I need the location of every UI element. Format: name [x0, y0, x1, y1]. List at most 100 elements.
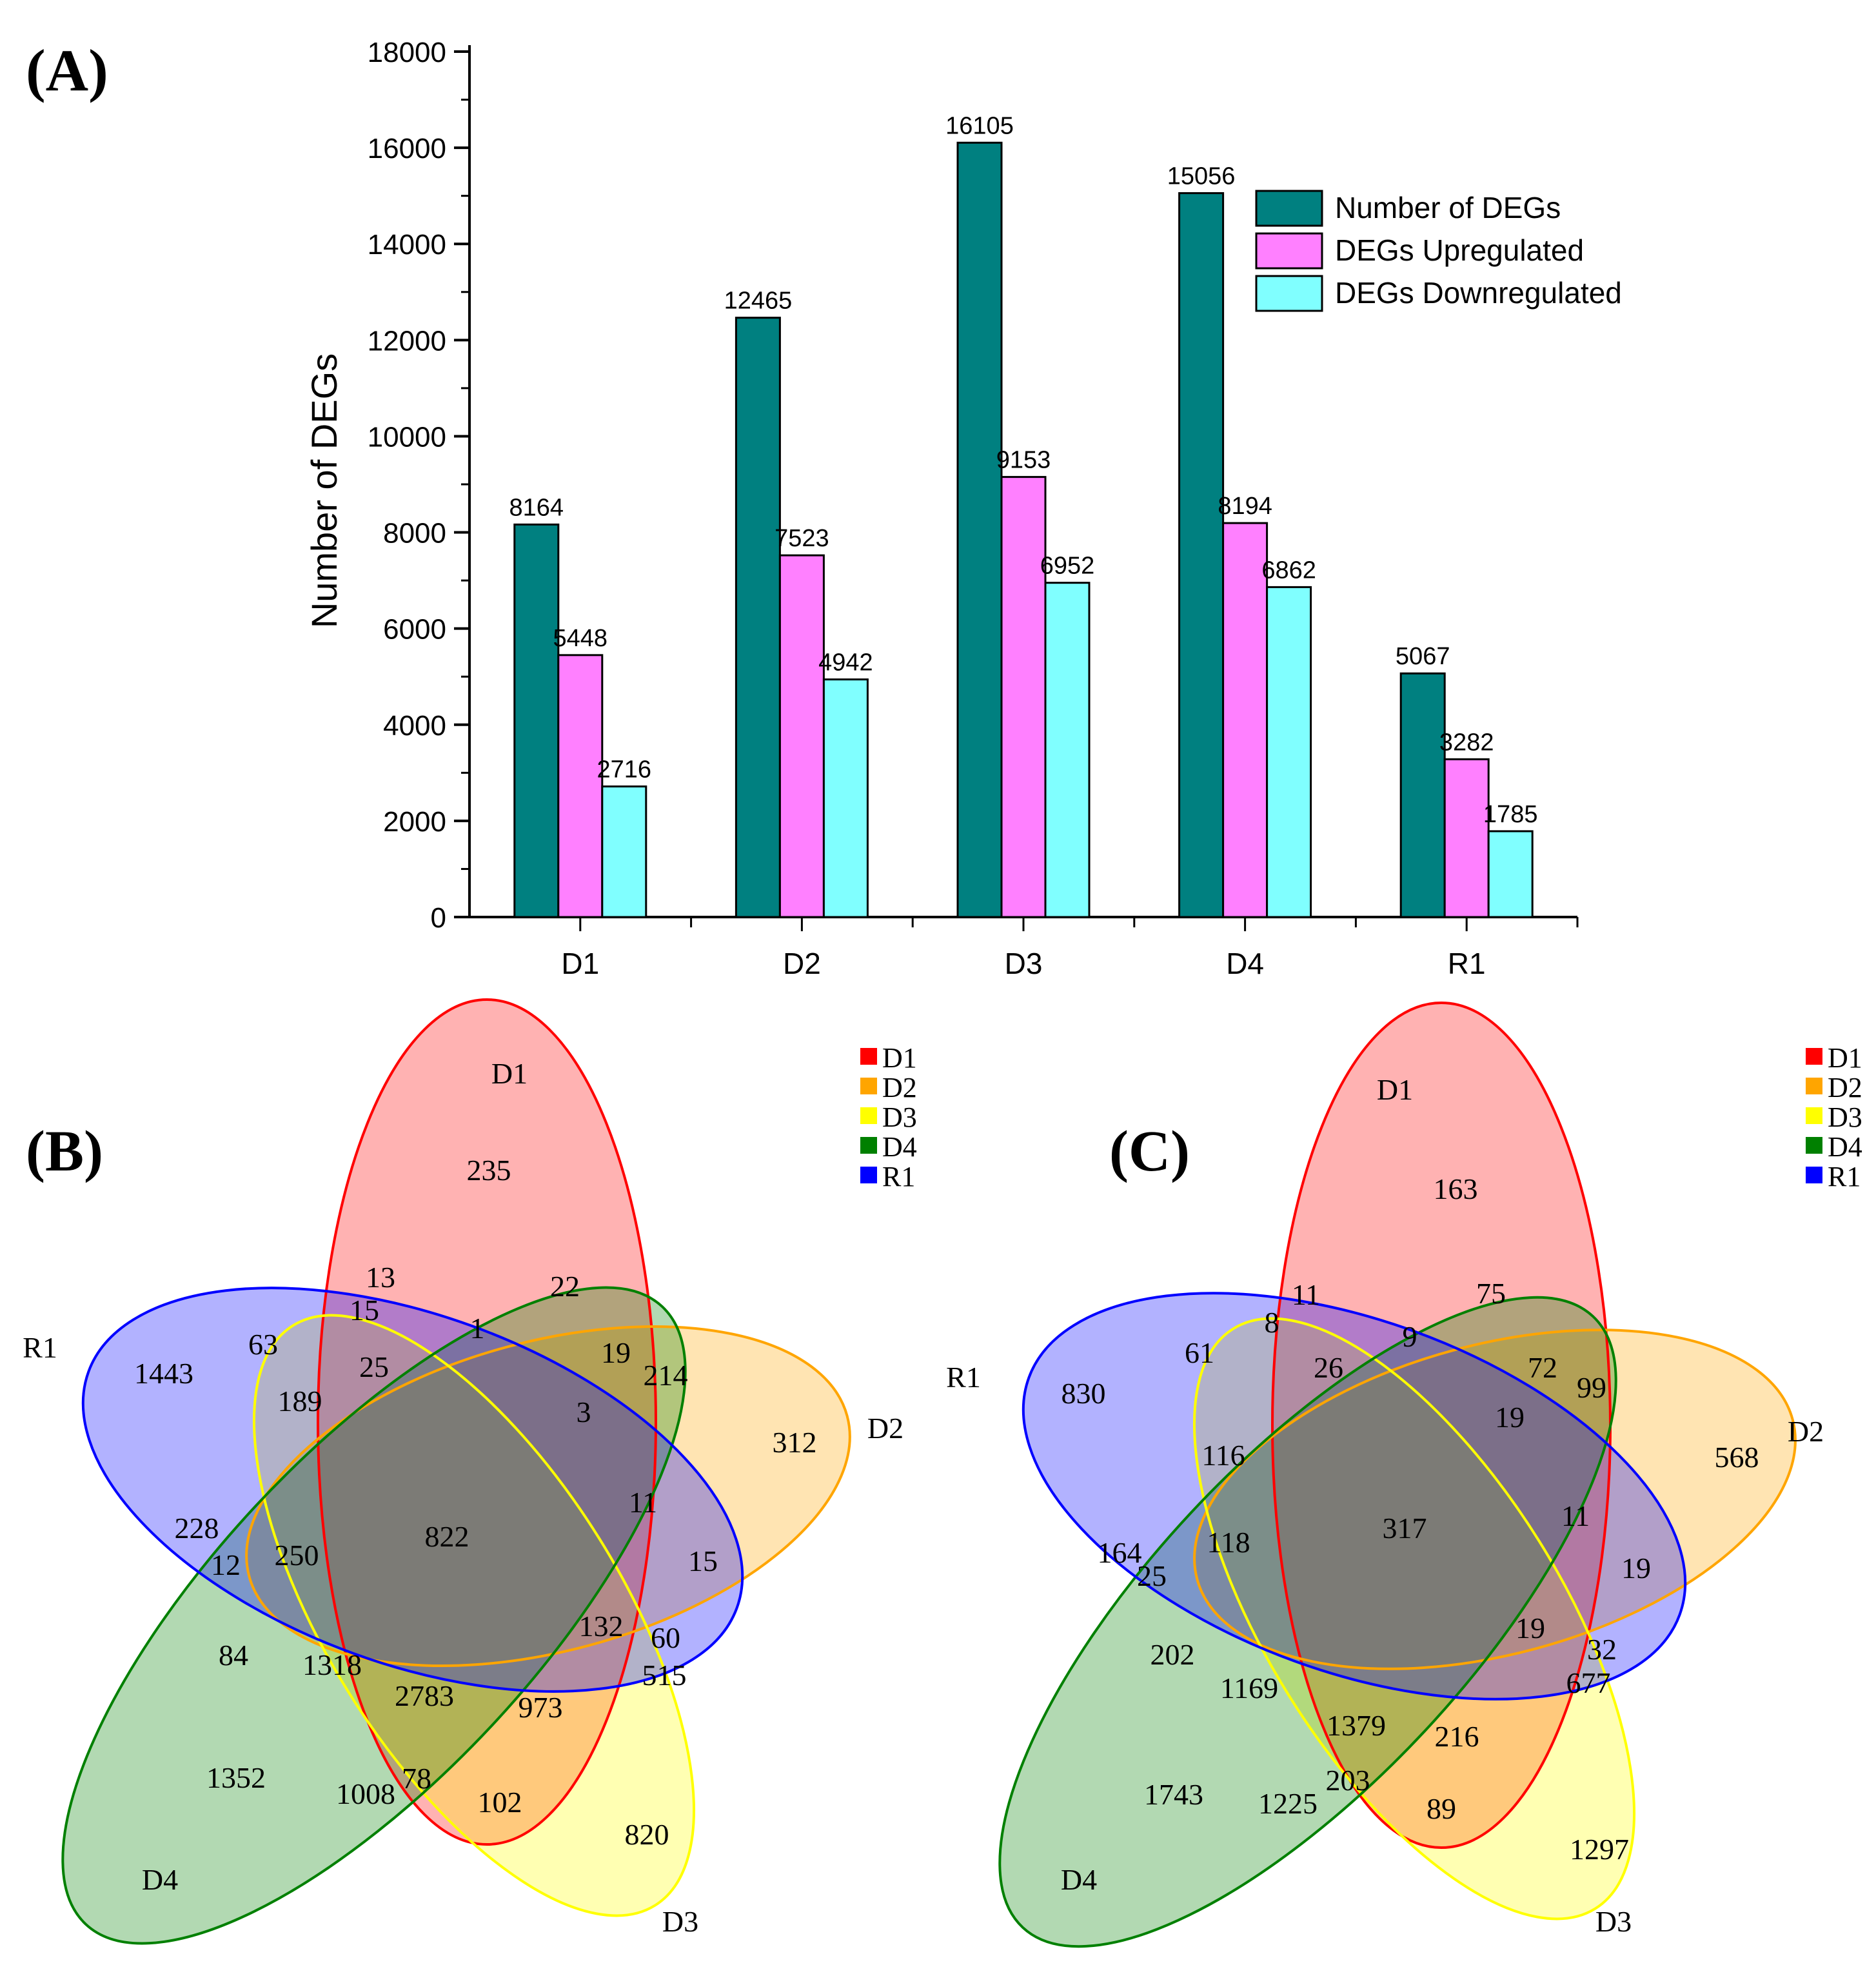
panel-label-b: (B): [26, 1120, 103, 1183]
venn-region-count: 12: [211, 1548, 241, 1581]
venn-set-d4-outline: [61, 1286, 687, 1945]
venn-region-count: 25: [359, 1350, 389, 1383]
venn-set-d1-area: [1272, 1003, 1610, 1848]
venn-region-count: 72: [1528, 1351, 1557, 1384]
venn-set-d2-area: [246, 1326, 850, 1666]
venn-set-r1-area: [83, 1288, 743, 1692]
legend-label: DEGs Downregulated: [1335, 276, 1622, 310]
y-tick-label: 6000: [383, 614, 446, 646]
venn-panel-b: (B)D1D2D3D4R1D1D2D3D4R123531282013521443…: [23, 998, 917, 1945]
venn-region-count: 118: [1207, 1526, 1250, 1559]
venn-region-count: 32: [1587, 1633, 1617, 1666]
venn-region-count: 1: [470, 1312, 485, 1345]
venn-region-count: 568: [1715, 1441, 1759, 1474]
venn-region-count: 15: [688, 1545, 718, 1577]
legend-swatch: [1255, 232, 1323, 270]
y-tick-label: 16000: [368, 133, 446, 164]
venn-region-count: 1352: [206, 1761, 266, 1794]
venn-region-count: 202: [1150, 1638, 1195, 1671]
bar-value-label: 16105: [945, 112, 1014, 139]
legend-swatch: [1255, 190, 1323, 227]
venn-set-label: D4: [142, 1863, 178, 1896]
bar: [778, 554, 825, 918]
y-tick-label: 18000: [368, 37, 446, 68]
venn-set-d2-area: [1194, 1330, 1795, 1669]
bar-value-label: 12465: [724, 288, 793, 315]
venn-legend-label: D1: [1828, 1042, 1862, 1074]
bar-value-label: 2716: [597, 756, 652, 784]
venn-set-label: D3: [1595, 1905, 1632, 1938]
panel-label-c: (C): [1109, 1120, 1190, 1183]
venn-region-count: 63: [248, 1328, 278, 1361]
venn-region-count: 1318: [302, 1648, 362, 1681]
venn-region-count: 11: [1561, 1499, 1590, 1532]
legend-swatch: [1255, 275, 1323, 312]
venn-region-count: 19: [1495, 1401, 1525, 1434]
y-tick-label: 8000: [383, 518, 446, 549]
venn-region-count: 11: [629, 1486, 657, 1519]
bar-value-label: 3282: [1439, 729, 1494, 756]
venn-set-d3-area: [1194, 1318, 1634, 1919]
venn-region-count: 203: [1326, 1764, 1370, 1797]
panel-label-a: (A): [26, 37, 108, 103]
venn-legend-label: R1: [882, 1161, 915, 1192]
venn-set-r1-outline: [81, 1287, 744, 1693]
venn-legend-swatch: [860, 1137, 877, 1154]
venn-region-count: 19: [1516, 1612, 1545, 1644]
x-tick-label: R1: [1448, 947, 1486, 980]
venn-set-d1-outline: [317, 998, 657, 1846]
bar: [1443, 758, 1490, 918]
venn-set-r1-outline: [1022, 1292, 1687, 1701]
y-tick-label: 0: [431, 902, 446, 934]
venn-set-label: D1: [1377, 1073, 1413, 1106]
bar-value-label: 4942: [818, 649, 873, 676]
venn-region-count: 677: [1566, 1666, 1611, 1699]
venn-legend-label: D3: [1828, 1101, 1862, 1133]
venn-region-count: 11: [1292, 1278, 1320, 1311]
venn-region-count: 15: [350, 1294, 379, 1327]
x-tick-label: D3: [1005, 947, 1043, 980]
bar: [513, 523, 560, 918]
venn-region-count: 1743: [1144, 1778, 1203, 1811]
bar-value-label: 5067: [1396, 643, 1450, 670]
venn-region-count: 75: [1476, 1277, 1506, 1310]
venn-region-count: 1443: [134, 1357, 193, 1390]
venn-region-count: 1379: [1327, 1709, 1386, 1742]
bar: [1266, 586, 1312, 918]
venn-region-count: 163: [1434, 1172, 1478, 1205]
bar: [1178, 192, 1225, 918]
bar: [822, 678, 869, 918]
venn-set-d4-outline: [998, 1296, 1617, 1948]
venn-set-label: D3: [662, 1905, 698, 1938]
venn-set-d4-area: [63, 1287, 686, 1944]
venn-set-d2-outline: [245, 1325, 851, 1668]
bar-chart-panel: (A) 0 2000 4000 6000 8000 10000 12000 14000 16000…: [26, 37, 1622, 980]
venn-region-count: 60: [651, 1621, 680, 1654]
venn-set-d2-outline: [1193, 1328, 1797, 1670]
venn-region-count: 312: [773, 1426, 817, 1459]
venn-set-d1-area: [318, 1000, 656, 1844]
venn-region-count: 13: [366, 1261, 395, 1294]
bar: [1000, 476, 1047, 918]
venn-region-count: 116: [1201, 1439, 1245, 1472]
y-tick-label: 4000: [383, 710, 446, 742]
venn-legend-swatch: [860, 1048, 877, 1065]
bar-value-label: 6952: [1040, 553, 1095, 580]
venn-region-count: 84: [219, 1639, 248, 1672]
venn-region-count: 132: [579, 1610, 624, 1643]
venn-region-count: 973: [518, 1691, 563, 1724]
x-tick-label: D2: [783, 947, 821, 980]
bar-value-label: 8164: [509, 494, 564, 521]
bar: [601, 785, 647, 918]
venn-region-count: 250: [275, 1539, 319, 1572]
venn-legend-swatch: [1806, 1137, 1822, 1154]
venn-set-label: D1: [491, 1057, 528, 1090]
bar-value-label: 15056: [1167, 163, 1236, 190]
venn-set-label: D4: [1061, 1863, 1097, 1896]
venn-region-count: 189: [278, 1385, 322, 1417]
venn-set-label: D2: [1788, 1415, 1824, 1448]
y-tick-label: 12000: [368, 325, 446, 357]
venn-region-count: 235: [467, 1154, 511, 1187]
venn-region-count: 216: [1435, 1720, 1479, 1753]
venn-legend-label: D1: [882, 1042, 917, 1074]
